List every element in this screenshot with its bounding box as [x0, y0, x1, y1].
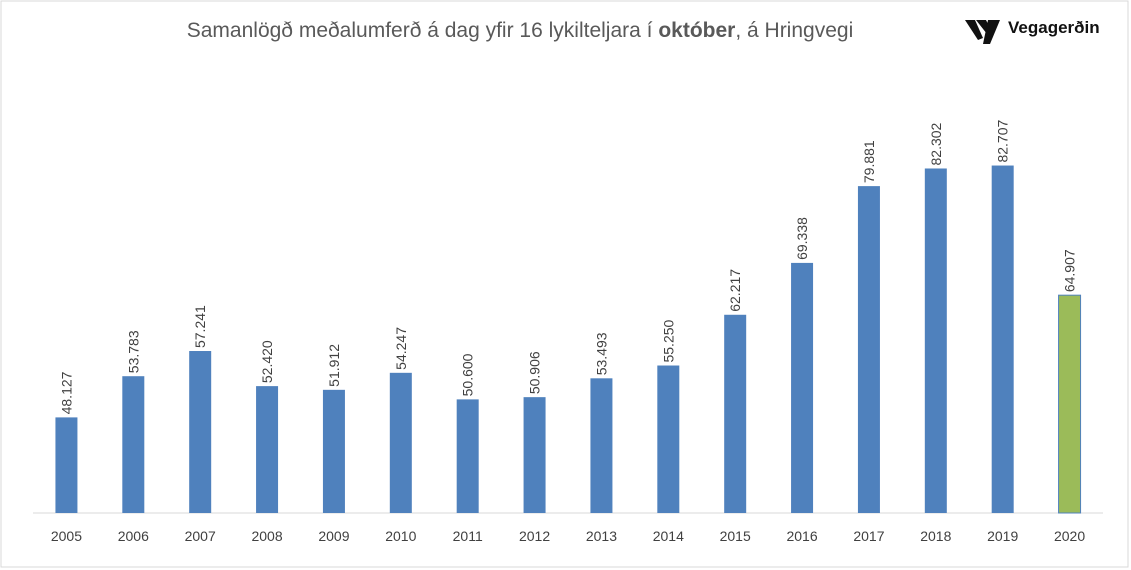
- x-tick-label: 2005: [51, 528, 82, 544]
- data-label: 55.250: [660, 319, 676, 362]
- data-label: 82.707: [995, 119, 1011, 162]
- data-label: 53.493: [593, 332, 609, 375]
- logo: Vegagerðin: [965, 18, 1100, 44]
- data-label: 52.420: [259, 340, 275, 383]
- data-label: 69.338: [794, 217, 810, 260]
- bar: [657, 365, 680, 513]
- bar: [791, 262, 814, 513]
- bar: [590, 378, 613, 513]
- data-label: 57.241: [192, 305, 208, 348]
- x-tick-label: 2012: [519, 528, 550, 544]
- bar: [991, 165, 1014, 514]
- x-tick-label: 2010: [385, 528, 416, 544]
- bar: [55, 417, 78, 513]
- data-label: 50.906: [527, 351, 543, 394]
- bar: [724, 314, 747, 513]
- bar: [256, 386, 279, 513]
- bar: [189, 351, 212, 513]
- data-label: 53.783: [125, 330, 141, 373]
- title-part: Samanlögð meðalumferð á dag yfir 16 lyki…: [187, 19, 659, 42]
- x-tick-label: 2009: [318, 528, 349, 544]
- title-part: október: [658, 19, 735, 42]
- bar: [857, 186, 880, 514]
- x-tick-label: 2016: [786, 528, 817, 544]
- data-label: 64.907: [1062, 249, 1078, 292]
- x-tick-label: 2011: [453, 528, 483, 544]
- title-part: , á Hringvegi: [735, 19, 853, 42]
- x-tick-label: 2014: [653, 528, 684, 544]
- chart-title: Samanlögð meðalumferð á dag yfir 16 lyki…: [187, 19, 853, 42]
- bar: [1058, 294, 1082, 514]
- data-label: 82.302: [928, 122, 944, 165]
- data-label: 62.217: [727, 269, 743, 312]
- bar: [389, 372, 412, 513]
- bar: [924, 168, 947, 513]
- data-label: 54.247: [393, 327, 409, 370]
- x-tick-label: 2017: [853, 528, 884, 544]
- data-label: 50.600: [460, 353, 476, 396]
- x-tick-label: 2019: [987, 528, 1018, 544]
- data-label: 48.127: [58, 371, 74, 414]
- x-tick-label: 2008: [251, 528, 282, 544]
- data-label: 79.881: [861, 140, 877, 183]
- bar: [122, 376, 145, 513]
- x-tick-label: 2020: [1054, 528, 1085, 544]
- bar: [523, 397, 546, 513]
- x-tick-label: 2013: [586, 528, 617, 544]
- x-tick-label: 2007: [185, 528, 216, 544]
- data-label: 51.912: [326, 344, 342, 387]
- x-tick-label: 2018: [920, 528, 951, 544]
- x-tick-label: 2015: [720, 528, 751, 544]
- logo-text: Vegagerðin: [1008, 18, 1100, 37]
- bar: [322, 389, 345, 513]
- bar: [456, 399, 479, 513]
- x-tick-label: 2006: [118, 528, 149, 544]
